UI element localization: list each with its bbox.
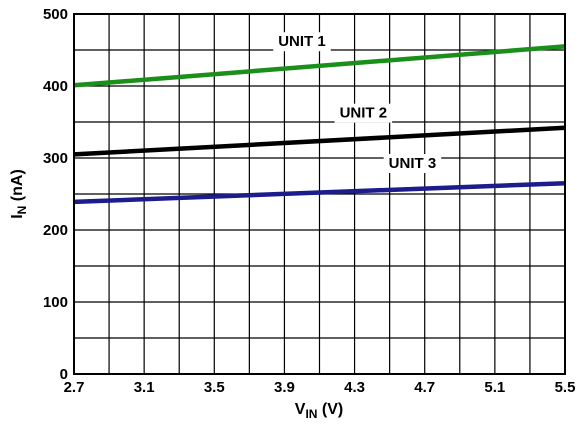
y-axis-label-sub: N xyxy=(15,206,29,215)
grid xyxy=(74,14,565,374)
y-tick-label: 400 xyxy=(43,78,68,95)
series-label-background xyxy=(273,32,331,52)
y-axis-label-main: I xyxy=(9,214,26,218)
x-axis-label-sub: IN xyxy=(305,407,317,421)
series-label-group: UNIT 2 xyxy=(334,103,393,123)
series-label-group: UNIT 3 xyxy=(383,154,442,174)
x-axis-label-unit: (V) xyxy=(317,401,343,418)
series-label: UNIT 2 xyxy=(340,105,388,122)
y-axis-label-unit: (nA) xyxy=(9,169,26,205)
series-label: UNIT 1 xyxy=(278,33,326,50)
series-label-background xyxy=(334,103,393,123)
x-tick-label: 3.1 xyxy=(134,379,155,396)
y-axis-label: IN (nA) xyxy=(9,169,29,219)
series-line-unit-3 xyxy=(73,180,566,205)
x-tick-label: 3.9 xyxy=(274,379,295,396)
series-lines xyxy=(73,44,566,205)
series-label-background xyxy=(383,154,442,174)
x-tick-labels: 2.7 3.1 3.5 3.9 4.3 4.7 5.1 5.5 xyxy=(64,379,576,396)
series-label: UNIT 3 xyxy=(389,155,437,172)
x-tick-label: 3.5 xyxy=(204,379,225,396)
series-label-group: UNIT 1 xyxy=(273,32,331,52)
y-tick-label: 0 xyxy=(60,366,68,383)
x-tick-label: 5.5 xyxy=(555,379,576,396)
y-tick-label: 500 xyxy=(43,6,68,23)
y-tick-labels: 0 100 200 300 400 500 xyxy=(43,6,68,383)
x-axis-label-main: V xyxy=(295,401,306,418)
y-tick-label: 200 xyxy=(43,222,68,239)
x-axis-label: VIN (V) xyxy=(295,401,343,421)
y-tick-label: 300 xyxy=(43,150,68,167)
x-tick-label: 2.7 xyxy=(64,379,85,396)
x-tick-label: 4.7 xyxy=(414,379,435,396)
series-line-unit-2 xyxy=(73,125,566,157)
x-tick-label: 5.1 xyxy=(484,379,505,396)
plot-frame xyxy=(73,13,566,375)
y-tick-label: 100 xyxy=(43,294,68,311)
series-line-unit-1 xyxy=(73,44,566,88)
x-tick-label: 4.3 xyxy=(344,379,365,396)
series-labels: UNIT 1 UNIT 2 UNIT 3 xyxy=(273,32,442,174)
